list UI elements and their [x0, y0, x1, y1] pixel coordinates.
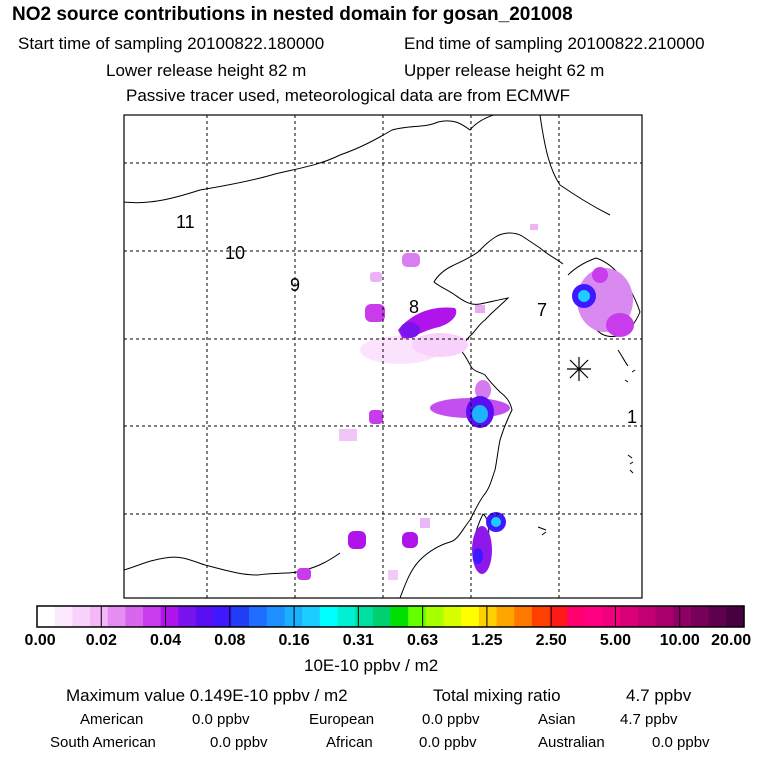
colorbar-cell	[143, 606, 162, 627]
region-value: 0.0 ppbv	[192, 711, 250, 728]
colorbar-cell	[178, 606, 197, 627]
region-name: Asian	[538, 711, 576, 728]
region-name: African	[326, 734, 373, 751]
region-value: 0.0 ppbv	[210, 734, 268, 751]
colorbar-tick-label: 0.08	[214, 632, 246, 649]
upper-release-label: Upper release height 62 m	[404, 61, 605, 80]
start-time-label: Start time of sampling 20100822.180000	[18, 34, 325, 53]
colorbar-cell	[302, 606, 321, 627]
map-frame	[123, 114, 643, 599]
colorbar-cell	[160, 606, 179, 627]
colorbar-tick-label: 10.00	[659, 632, 700, 649]
trajectory-label: 11	[176, 212, 195, 232]
colorbar-cell	[514, 606, 533, 627]
colorbar-cell	[284, 606, 303, 627]
colorbar-tick-label: 0.16	[278, 632, 310, 649]
colorbar-cell	[107, 606, 126, 627]
colorbar-cell	[37, 606, 56, 627]
region-name: Australian	[538, 734, 605, 751]
colorbar-cell	[231, 606, 250, 627]
colorbar-cell	[425, 606, 445, 627]
region-value: 0.0 ppbv	[422, 711, 480, 728]
colorbar-tick-label: 0.63	[407, 632, 439, 649]
colorbar-cell	[213, 606, 233, 627]
colorbar-cell	[249, 606, 268, 627]
colorbar-frame	[36, 605, 745, 628]
colorbar-cell	[443, 606, 462, 627]
receptor-marker	[567, 357, 591, 381]
colorbar-tick-label: 1.25	[471, 632, 503, 649]
region-name: European	[309, 711, 375, 728]
max-value-label: Maximum value 0.149E-10 ppbv / m2	[66, 686, 348, 705]
contribution-field	[297, 224, 634, 580]
colorbar-cell	[602, 606, 621, 627]
total-mixing-value: 4.7 ppbv	[626, 686, 692, 705]
trajectory-label: 10	[225, 243, 245, 263]
subtitle: Passive tracer used, meteorological data…	[126, 86, 571, 105]
colorbar-cell	[54, 606, 73, 627]
colorbar-cell	[673, 606, 692, 627]
chart-title: NO2 source contributions in nested domai…	[12, 4, 573, 25]
colorbar-cell	[461, 606, 480, 627]
colorbar-cell	[567, 606, 586, 627]
colorbar-cell	[72, 606, 91, 627]
colorbar-cell	[584, 606, 604, 627]
colorbar-cell	[620, 606, 639, 627]
total-mixing-label: Total mixing ratio	[433, 686, 561, 705]
colorbar-cell	[90, 606, 109, 627]
colorbar-tick-label: 0.31	[342, 632, 374, 649]
grid-lines	[124, 115, 642, 598]
colorbar-tick-label: 2.50	[535, 632, 567, 649]
colorbar-unit: 10E-10 ppbv / m2	[304, 656, 439, 675]
colorbar-tick-label: 20.00	[711, 632, 752, 649]
colorbar-tick-label: 0.00	[24, 632, 56, 649]
lower-release-label: Lower release height 82 m	[106, 61, 307, 80]
colorbar-cell	[531, 606, 551, 627]
colorbar-cell	[372, 606, 392, 627]
region-name: South American	[50, 734, 156, 751]
colorbar-cell	[196, 606, 215, 627]
colorbar-cell	[319, 606, 339, 627]
region-name: American	[80, 711, 144, 728]
colorbar-cell	[125, 606, 144, 627]
colorbar-cell	[266, 606, 286, 627]
colorbar-tick-label: 0.02	[85, 632, 117, 649]
region-value: 0.0 ppbv	[419, 734, 477, 751]
trajectory-label: 8	[409, 297, 419, 317]
colorbar-tick-label: 5.00	[599, 632, 632, 649]
end-time-label: End time of sampling 20100822.210000	[404, 34, 705, 53]
trajectory-label: 9	[290, 275, 300, 295]
region-value: 4.7 ppbv	[620, 711, 678, 728]
colorbar-cell	[655, 606, 674, 627]
colorbar-cell	[690, 606, 710, 627]
trajectory-label: 1	[627, 407, 637, 427]
colorbar-cell	[355, 606, 374, 627]
colorbar-cell	[390, 606, 409, 627]
colorbar-cell	[408, 606, 427, 627]
colorbar-cell	[549, 606, 568, 627]
colorbar-cell	[726, 606, 745, 627]
colorbar-cell	[708, 606, 727, 627]
colorbar-cell	[478, 606, 498, 627]
colorbar-cell	[337, 606, 356, 627]
region-value: 0.0 ppbv	[652, 734, 710, 751]
trajectory-label: 7	[537, 300, 547, 320]
colorbar-cell	[496, 606, 515, 627]
colorbar-cell	[637, 606, 657, 627]
colorbar-tick-label: 0.04	[149, 632, 182, 649]
